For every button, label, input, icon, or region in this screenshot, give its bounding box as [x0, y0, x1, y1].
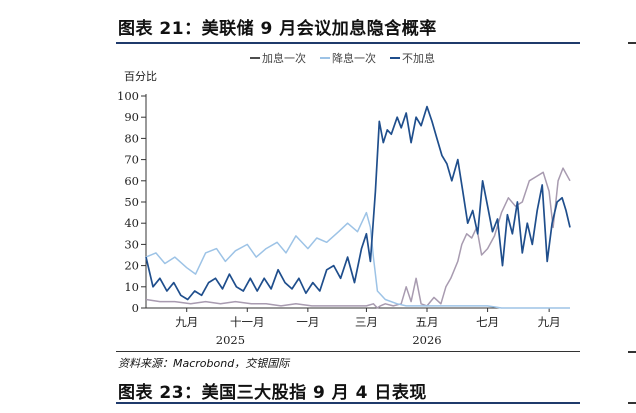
next-figure-title: 图表 23：美国三大股指 9 月 4 日表现 [118, 383, 427, 403]
series-line [145, 167, 571, 309]
x-tick-label: 九月 [175, 315, 198, 329]
y-tick-label: 20 [124, 259, 139, 273]
y-tick-label: 70 [124, 153, 139, 167]
x-tick-label: 十一月 [230, 315, 265, 329]
x-year-label: 2025 [216, 333, 245, 347]
title-rule [116, 42, 580, 44]
y-tick-label: 60 [124, 174, 139, 188]
legend-label: 加息一次 [262, 51, 306, 65]
x-tick-label: 五月 [416, 315, 439, 329]
x-tick-label: 九月 [538, 315, 561, 329]
x-year-label: 2026 [412, 333, 441, 347]
y-tick-label: 50 [124, 195, 139, 209]
x-tick-label: 一月 [296, 315, 319, 329]
y-axis-unit: 百分比 [124, 70, 157, 83]
footer-rule [116, 351, 580, 352]
series-line [145, 211, 570, 309]
y-tick-label: 90 [124, 110, 139, 124]
y-tick-label: 100 [117, 89, 139, 103]
y-tick-label: 80 [124, 131, 139, 145]
legend: 加息一次 降息一次 不加息 [250, 51, 435, 65]
y-tick-label: 10 [124, 280, 139, 294]
legend-label: 不加息 [402, 51, 435, 65]
x-tick-label: 三月 [355, 315, 378, 329]
chart: 加息一次 降息一次 不加息 百分比 0 10 20 30 40 50 60 70 80 90 100 九… [117, 51, 571, 347]
x-tick-label: 七月 [476, 315, 499, 329]
edge-mark [628, 351, 636, 353]
y-axis: 0 10 20 30 40 50 60 70 80 90 100 [117, 89, 147, 315]
x-axis: 九月 十一月 一月 三月 五月 七月 九月 2025 2026 [146, 307, 570, 347]
plot-area [145, 105, 571, 309]
y-tick-label: 40 [124, 216, 139, 230]
source-note: 资料来源：Macrobond，交银国际 [118, 357, 290, 370]
edge-mark [628, 402, 636, 404]
y-tick-label: 30 [124, 237, 139, 251]
bottom-rule [116, 402, 580, 404]
series-line [145, 105, 571, 301]
edge-mark [628, 42, 636, 44]
y-tick-label: 0 [132, 301, 139, 315]
legend-label: 降息一次 [332, 51, 376, 65]
figure-title: 图表 21：美联储 9 月会议加息隐含概率 [118, 19, 437, 39]
